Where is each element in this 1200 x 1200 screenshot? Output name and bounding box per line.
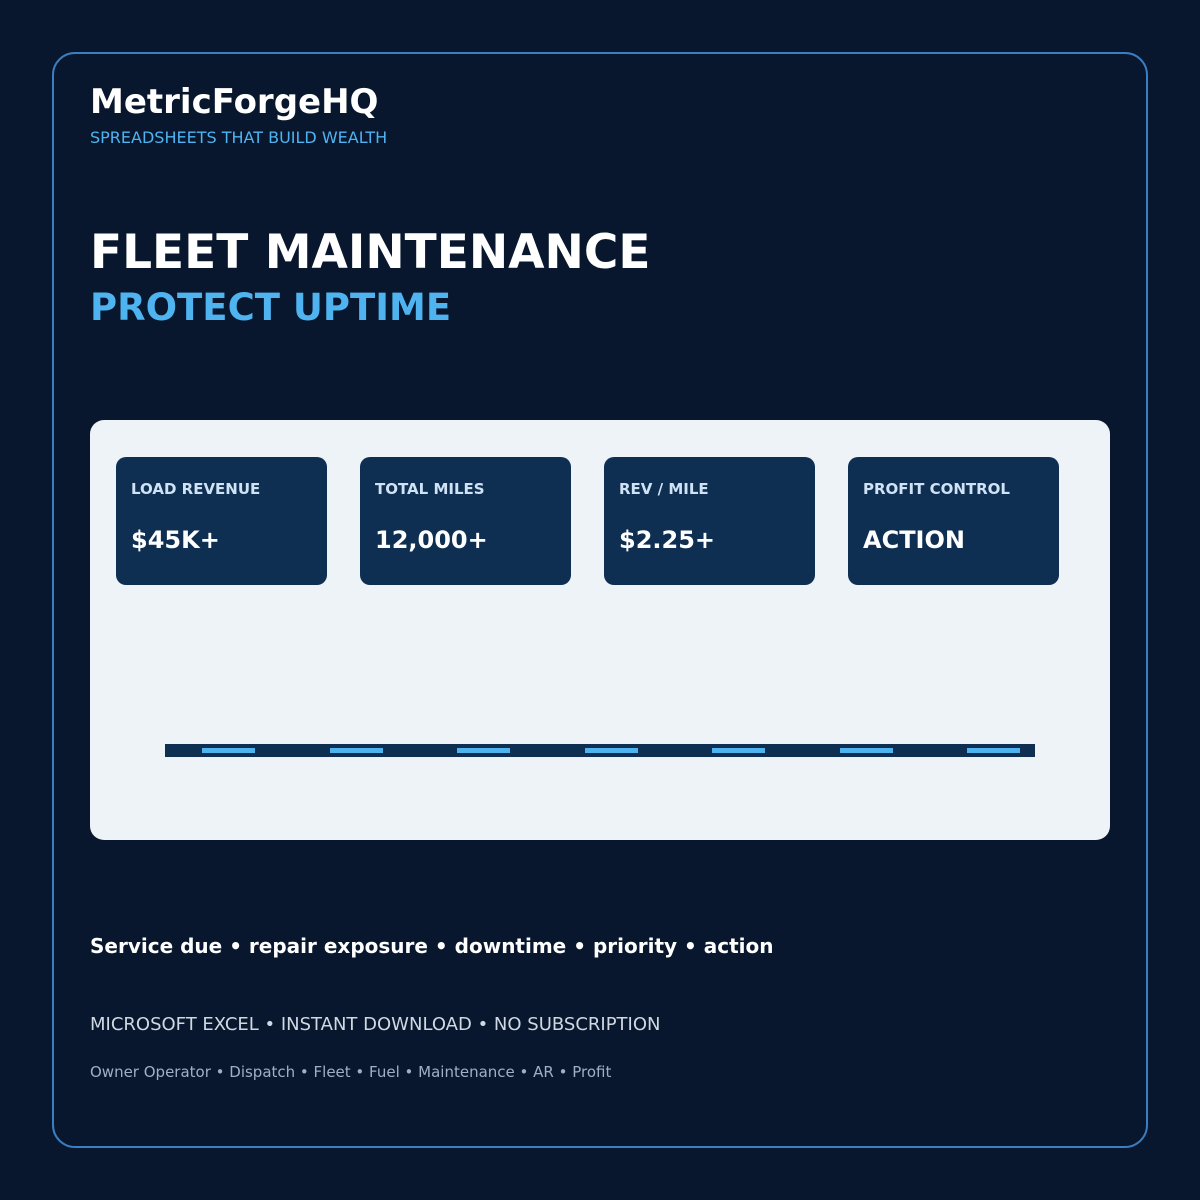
card-label: TOTAL MILES	[375, 480, 485, 498]
dash	[202, 748, 255, 753]
tags: Owner Operator • Dispatch • Fleet • Fuel…	[90, 1063, 611, 1081]
features: Service due • repair exposure • downtime…	[90, 934, 774, 958]
dash	[967, 748, 1020, 753]
dash	[457, 748, 510, 753]
card-row: LOAD REVENUE $45K+ TOTAL MILES 12,000+ REV /…	[116, 457, 1059, 585]
card-label: PROFIT CONTROL	[863, 480, 1010, 498]
road-dashes	[202, 748, 1020, 753]
card-label: LOAD REVENUE	[131, 480, 260, 498]
dash	[330, 748, 383, 753]
metric-card	[360, 457, 571, 585]
dash	[712, 748, 765, 753]
metric-card	[604, 457, 815, 585]
frame	[52, 52, 1148, 1148]
metric-card	[848, 457, 1059, 585]
metric-card	[116, 457, 327, 585]
card-label: REV / MILE	[619, 480, 709, 498]
card-value: 12,000+	[375, 526, 488, 554]
dash	[585, 748, 638, 753]
brand-name: MetricForgeHQ	[90, 82, 378, 122]
card-value: ACTION	[863, 526, 965, 554]
brand-tagline: SPREADSHEETS THAT BUILD WEALTH	[90, 128, 387, 147]
card-value: $45K+	[131, 526, 220, 554]
hero-subtitle: PROTECT UPTIME	[90, 286, 451, 329]
dash	[840, 748, 893, 753]
hero-title: FLEET MAINTENANCE	[90, 225, 650, 280]
card-value: $2.25+	[619, 526, 715, 554]
formats: MICROSOFT EXCEL • INSTANT DOWNLOAD • NO …	[90, 1014, 661, 1035]
